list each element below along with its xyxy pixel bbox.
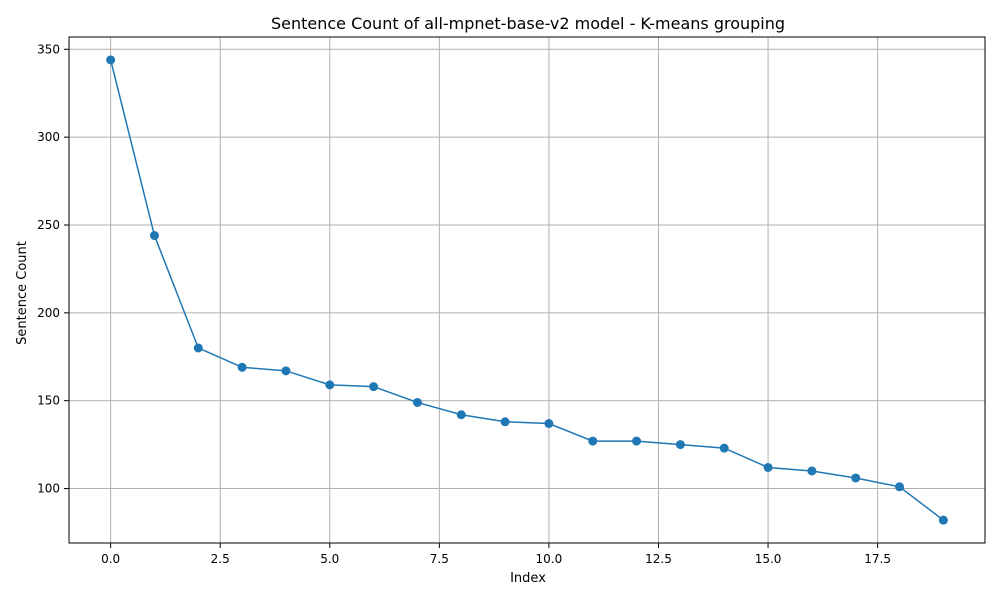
y-tick-label: 250	[37, 218, 60, 232]
x-tick-label: 10.0	[536, 552, 563, 566]
data-point	[412, 397, 422, 407]
series-layer	[106, 55, 948, 525]
data-point	[456, 410, 466, 420]
y-tick-label: 150	[37, 394, 60, 408]
y-tick-label: 200	[37, 306, 60, 320]
gridlines	[69, 37, 985, 543]
data-point	[895, 482, 905, 492]
x-tick-label: 2.5	[211, 552, 230, 566]
x-tick-label: 12.5	[645, 552, 672, 566]
data-point	[237, 362, 247, 372]
y-axis-label: Sentence Count	[15, 241, 30, 345]
data-point	[369, 382, 379, 392]
data-point	[675, 440, 685, 450]
x-axis-label: Index	[510, 571, 546, 586]
data-point	[632, 436, 642, 446]
data-point	[106, 55, 116, 65]
x-tick-label: 0.0	[101, 552, 120, 566]
data-point	[763, 462, 773, 472]
data-point	[938, 515, 948, 525]
series-line	[109, 59, 944, 521]
data-point	[325, 380, 335, 390]
x-tick-label: 17.5	[864, 552, 891, 566]
plot-frame	[68, 36, 986, 544]
data-point	[500, 417, 510, 427]
data-point	[807, 466, 817, 476]
y-tick-label: 350	[37, 42, 60, 56]
data-point	[149, 231, 159, 241]
data-point	[544, 419, 554, 429]
x-tick-label: 7.5	[430, 552, 449, 566]
chart-title: Sentence Count of all-mpnet-base-v2 mode…	[271, 14, 785, 33]
x-tick-label: 5.0	[320, 552, 339, 566]
data-point	[588, 436, 598, 446]
x-tick-label: 15.0	[755, 552, 782, 566]
y-tick-label: 300	[37, 130, 60, 144]
axes	[68, 36, 986, 544]
data-point	[851, 473, 861, 483]
ticks: 0.0 2.5 5.0 7.5 10.0 12.5 15.0 17.5 100 150 200 250…	[37, 42, 891, 566]
y-tick-label: 100	[37, 482, 60, 496]
data-point	[193, 343, 203, 353]
data-point	[281, 366, 291, 376]
data-point	[719, 443, 729, 453]
